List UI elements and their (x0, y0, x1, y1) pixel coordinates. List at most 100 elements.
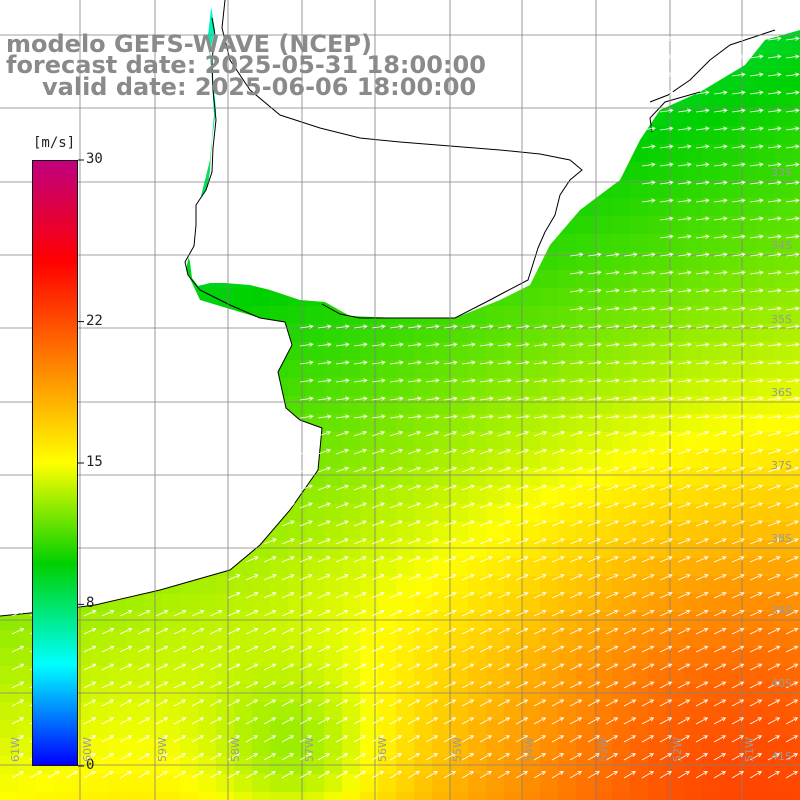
speed-cell (558, 594, 577, 613)
speed-cell (378, 432, 397, 451)
speed-cell (756, 774, 775, 793)
speed-cell (468, 774, 487, 793)
speed-cell (648, 558, 667, 577)
wind-arrow (443, 627, 457, 635)
wind-arrow (371, 735, 385, 743)
wind-arrow (425, 396, 440, 401)
wind-arrow (173, 681, 187, 689)
wind-arrow (767, 360, 782, 365)
wind-arrow (299, 378, 314, 383)
wind-arrow (731, 198, 746, 203)
speed-cell (162, 594, 181, 613)
speed-cell (792, 396, 800, 415)
speed-cell (702, 594, 721, 613)
speed-cell (306, 540, 325, 559)
speed-cell (468, 702, 487, 721)
wind-arrow (587, 681, 601, 689)
speed-cell (576, 378, 595, 397)
speed-cell (648, 234, 667, 253)
speed-cell (648, 702, 667, 721)
wind-arrow (731, 72, 746, 77)
wind-arrow (101, 771, 114, 779)
speed-cell (792, 270, 800, 289)
wind-arrow (659, 538, 673, 545)
speed-cell (756, 396, 775, 415)
speed-cell (738, 576, 757, 595)
speed-cell (666, 738, 685, 757)
speed-cell (558, 396, 577, 415)
wind-arrow (677, 609, 691, 617)
wind-arrow (659, 609, 673, 617)
wind-arrow (353, 484, 367, 491)
wind-arrow (695, 627, 709, 635)
speed-cell (432, 414, 451, 433)
speed-cell (432, 504, 451, 523)
wind-arrow (767, 699, 781, 707)
speed-cell (648, 666, 667, 685)
wind-arrow (425, 735, 439, 743)
wind-arrow (533, 430, 548, 437)
wind-arrow (83, 717, 97, 725)
wind-arrow (785, 414, 800, 419)
wind-arrow (551, 466, 566, 473)
wind-arrow (245, 591, 259, 599)
speed-cell (684, 126, 703, 145)
speed-cell (414, 666, 433, 685)
wind-arrow (119, 699, 133, 707)
speed-cell (306, 630, 325, 649)
wind-arrow (389, 717, 403, 725)
speed-cell (378, 594, 397, 613)
wind-arrow (497, 556, 511, 563)
wind-arrow (101, 699, 115, 707)
speed-cell (702, 468, 721, 487)
wind-arrow (569, 484, 583, 491)
wind-arrow (443, 502, 457, 509)
speed-cell (738, 72, 757, 91)
wind-arrow (641, 681, 655, 689)
speed-cell (792, 558, 800, 577)
wind-arrow (515, 342, 530, 347)
wind-arrow (659, 771, 672, 779)
wind-arrow (407, 556, 421, 563)
wind-arrow (371, 681, 385, 689)
speed-cell (594, 720, 613, 739)
speed-cell (630, 342, 649, 361)
wind-arrow (569, 448, 584, 455)
speed-cell (504, 486, 523, 505)
speed-cell (792, 90, 800, 109)
wind-arrow (389, 466, 404, 473)
wind-arrow (425, 414, 440, 419)
speed-cell (756, 792, 775, 800)
wind-arrow (731, 144, 746, 149)
wind-arrow (641, 520, 655, 527)
speed-cell (594, 198, 613, 217)
speed-cell (720, 594, 739, 613)
wind-arrow (461, 502, 475, 509)
wind-arrow (515, 324, 530, 329)
speed-cell (720, 738, 739, 757)
wind-arrow (749, 108, 764, 113)
speed-cell (162, 738, 181, 757)
speed-cell (648, 162, 667, 181)
wind-arrow (731, 360, 746, 365)
wind-arrow (515, 717, 529, 725)
speed-cell (666, 720, 685, 739)
wind-arrow (587, 342, 602, 347)
speed-cell (540, 720, 559, 739)
wind-arrow (209, 735, 223, 743)
wind-arrow (137, 645, 151, 653)
wind-arrow (533, 466, 548, 473)
wind-arrow (641, 198, 656, 203)
latitude-label: 37S (771, 459, 792, 472)
wind-arrow (317, 645, 331, 653)
speed-cell (612, 702, 631, 721)
wind-arrow (713, 108, 728, 113)
wind-arrow (443, 645, 457, 653)
wind-arrow (677, 198, 692, 203)
wind-arrow (425, 771, 438, 779)
speed-cell (360, 612, 379, 631)
wind-arrow (731, 771, 744, 779)
speed-cell (774, 738, 793, 757)
speed-cell (630, 306, 649, 325)
wind-arrow (677, 591, 691, 599)
